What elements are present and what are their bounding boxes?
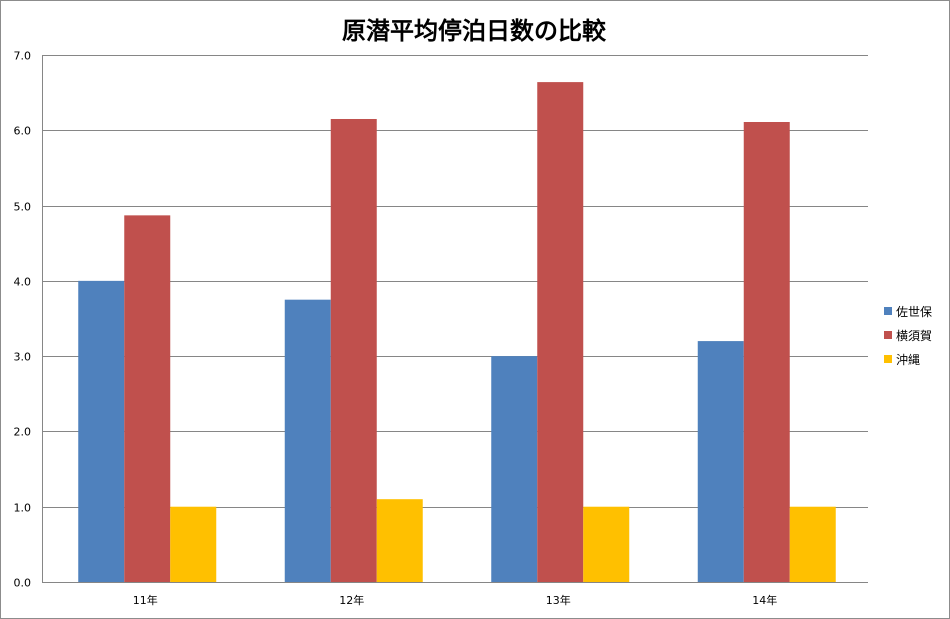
y-tick-label: 0.0 [14,577,32,590]
bar-0-2 [170,506,217,582]
legend-swatch-yokosuka [884,331,892,339]
legend-label-yokosuka: 横須賀 [896,328,933,343]
legend-swatch-okinawa [884,355,892,363]
bar-2-1 [537,82,584,583]
y-tick-label: 7.0 [14,50,32,63]
bar-2-2 [583,506,630,582]
bar-1-1 [330,118,377,582]
bar-1-0 [284,299,331,582]
legend-item-okinawa: 沖縄 [884,347,932,371]
bar-3-0 [697,341,744,582]
y-tick-label: 5.0 [14,201,32,214]
bar-3-1 [743,122,790,583]
y-tick-label: 3.0 [14,351,32,364]
bar-1-2 [376,499,423,582]
y-tick-label: 4.0 [14,276,32,289]
x-tick-label: 11年 [133,593,158,607]
bar-0-1 [124,215,171,582]
axes: 0.0 1.0 2.0 3.0 4.0 5.0 6.0 7.0 11年 12年 13年 14年 [14,50,778,608]
y-tick-label: 6.0 [14,125,32,138]
chart-title: 原潜平均停泊日数の比較 [342,17,606,45]
legend-item-sasebo: 佐世保 [884,299,932,323]
bar-0-0 [78,280,125,582]
legend-label-okinawa: 沖縄 [896,352,921,367]
legend-swatch-sasebo [884,307,892,315]
bars [78,82,836,583]
legend-item-yokosuka: 横須賀 [884,323,932,347]
bar-2-0 [491,356,538,582]
x-tick-label: 12年 [339,593,364,607]
y-tick-label: 2.0 [14,426,32,439]
legend: 佐世保 横須賀 沖縄 [884,299,932,371]
x-tick-label: 14年 [752,593,777,607]
x-tick-label: 13年 [546,593,571,607]
y-tick-label: 1.0 [14,502,32,515]
bar-3-2 [789,506,836,582]
legend-label-sasebo: 佐世保 [896,304,933,319]
